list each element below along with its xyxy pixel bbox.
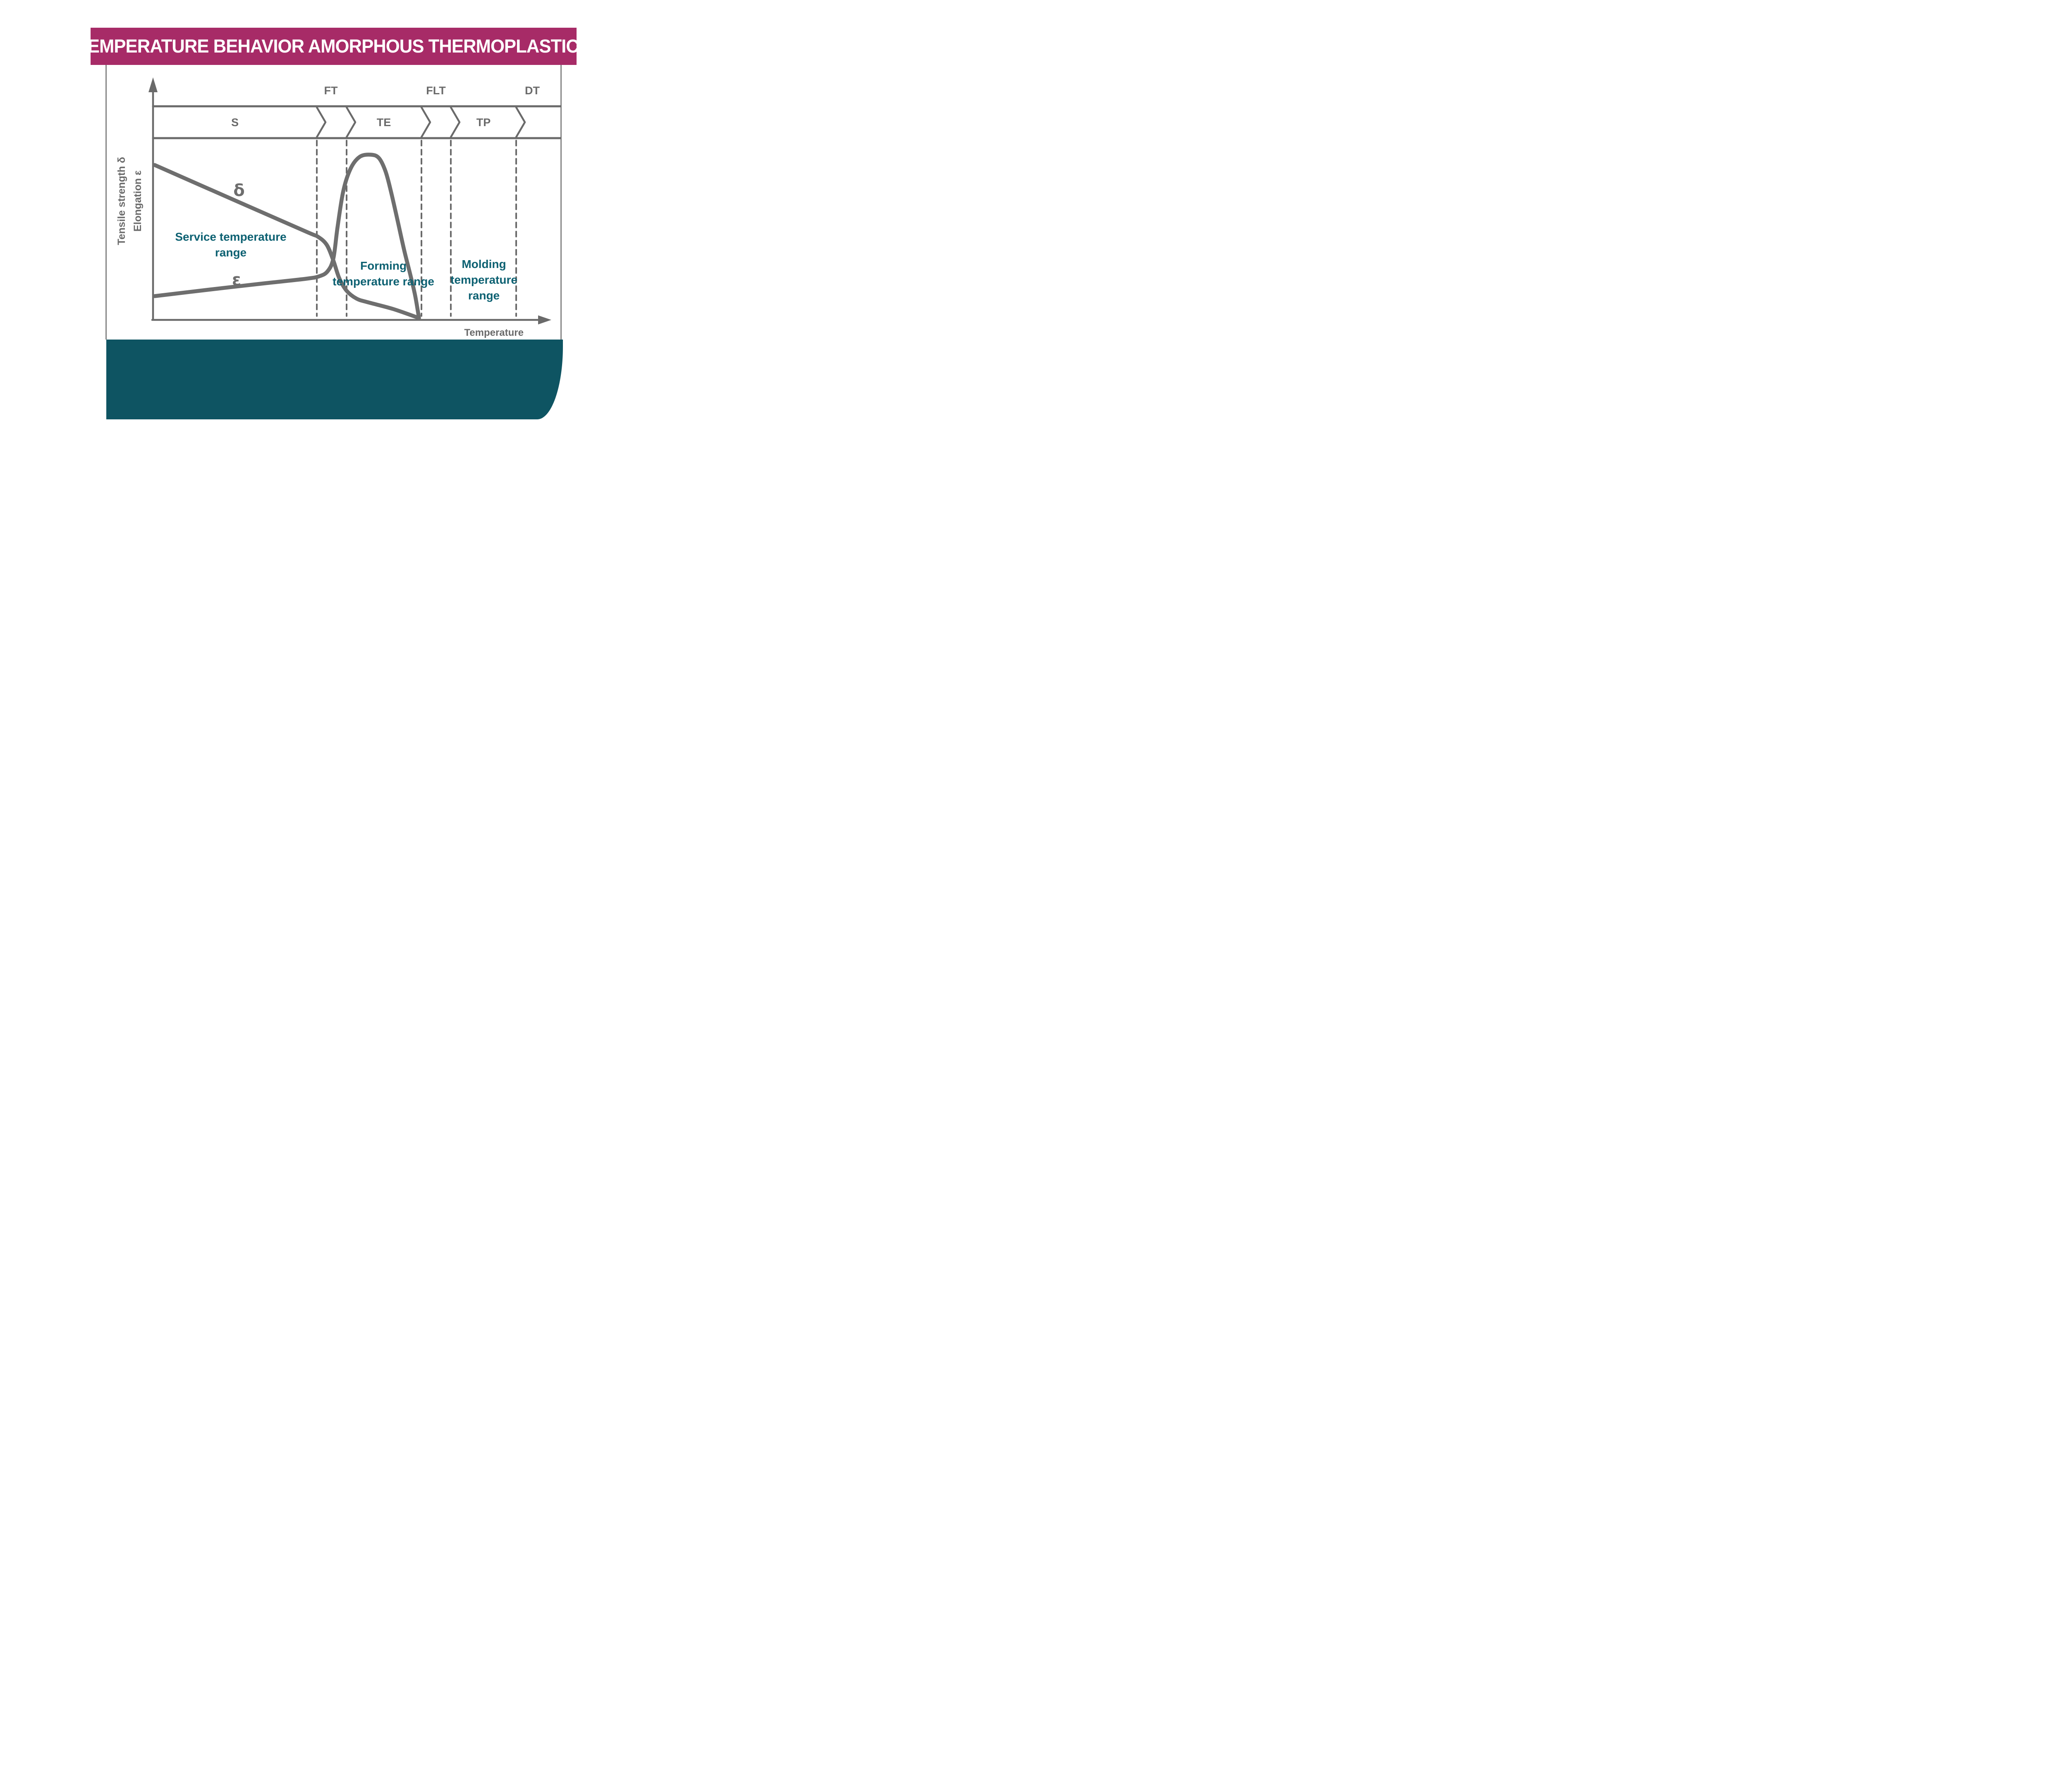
y-axis-arrow-icon	[148, 77, 158, 92]
phase-boundary-chevron	[450, 106, 461, 138]
service-range-label-line1: Service temperature	[175, 230, 286, 243]
molding-range-label-line1: Molding	[462, 258, 506, 270]
phase-boundary-chevron	[316, 106, 327, 138]
y-axis-label-tensile: Tensile strength δ	[116, 157, 127, 245]
epsilon-curve	[153, 153, 421, 320]
boundary-label-flt: FLT	[426, 84, 446, 97]
molding-range-label-line3: range	[468, 289, 500, 302]
service-range-label-line2: range	[215, 246, 247, 259]
title-banner: TEMPERATURE BEHAVIOR AMORPHOUS THERMOPLA…	[77, 28, 591, 65]
forming-range-label-line1: Forming	[360, 259, 407, 272]
boundary-label-dt: DT	[525, 84, 540, 97]
legend-footer: S - Solid TE - Thermoelastic TP - Thermo…	[106, 340, 563, 419]
chart-svg: S TE TP FT FLT DT δ ε Service temperatur…	[105, 65, 562, 340]
phase-boundary-chevron	[420, 106, 431, 138]
forming-range-label-line2: temperature range	[333, 275, 434, 288]
page-title: TEMPERATURE BEHAVIOR AMORPHOUS THERMOPLA…	[77, 36, 591, 57]
infographic-canvas: TEMPERATURE BEHAVIOR AMORPHOUS THERMOPLA…	[0, 0, 662, 448]
x-axis-label: Temperature	[464, 327, 524, 338]
delta-curve-label: δ	[233, 181, 244, 200]
band-label-te: TE	[377, 116, 391, 129]
epsilon-curve-label: ε	[232, 270, 241, 289]
boundary-markers	[316, 106, 526, 317]
band-label-tp: TP	[476, 116, 491, 129]
phase-boundary-chevron	[345, 106, 357, 138]
band-label-s: S	[231, 116, 239, 129]
x-axis-arrow-icon	[538, 315, 551, 325]
boundary-label-ft: FT	[324, 84, 338, 97]
molding-range-label-line2: temperature	[450, 273, 517, 286]
phase-boundary-chevron	[515, 106, 526, 138]
y-axis-label-elongation: Elongation ε	[132, 170, 144, 232]
